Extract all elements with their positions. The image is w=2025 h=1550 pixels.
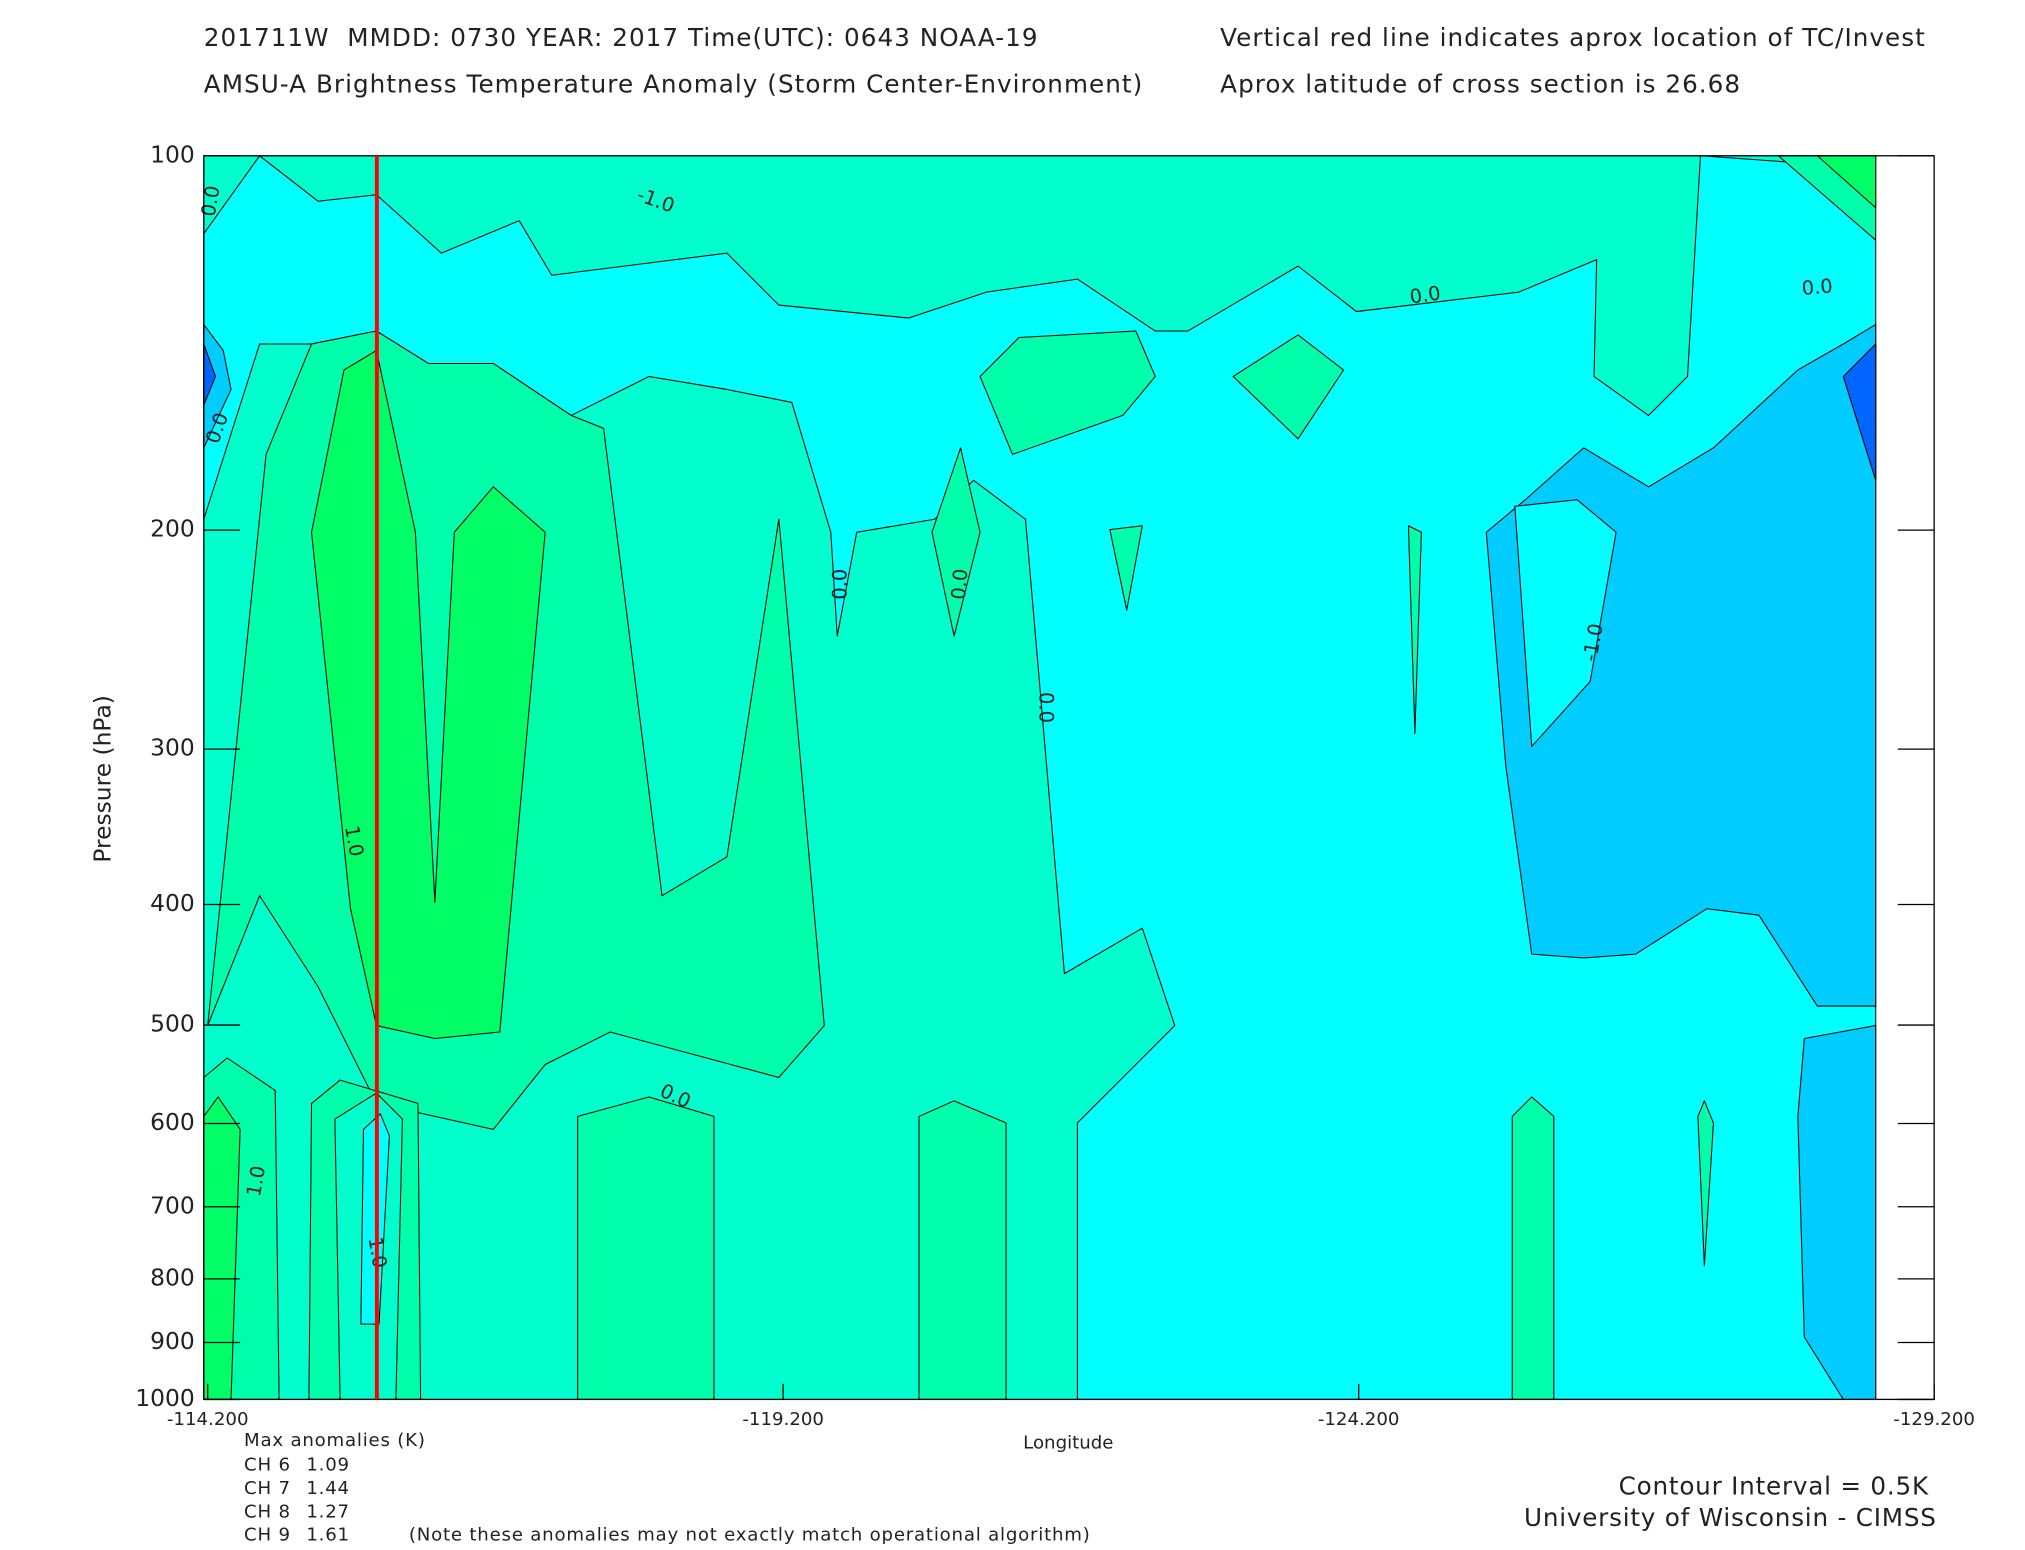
y-axis-label: Pressure (hPa) xyxy=(88,695,116,863)
axis-frame xyxy=(203,155,1935,1401)
y-tick-label: 400 xyxy=(150,889,195,917)
contour-label: 0.0 xyxy=(1034,692,1057,723)
x-tick-label: -114.200 xyxy=(167,1409,249,1430)
contour-region xyxy=(1514,499,1617,747)
contour-label: 0.0 xyxy=(1408,281,1442,308)
header-line: Vertical red line indicates aprox locati… xyxy=(1220,23,1926,52)
x-tick-label: -129.200 xyxy=(1893,1409,1975,1430)
contour-region xyxy=(1407,525,1422,734)
contour-label: 0.0 xyxy=(829,569,852,600)
plot-area: 0.00.0-1.00.00.00.00.00.0-1.01.00.01.01.… xyxy=(197,155,1877,1400)
channel-label: CH 9 xyxy=(244,1525,291,1546)
y-tick-label: 100 xyxy=(150,140,195,168)
channel-label: CH 7 xyxy=(244,1478,291,1499)
credit: University of Wisconsin - CIMSS xyxy=(1524,1503,1937,1532)
y-tick-label: 200 xyxy=(150,515,195,543)
max-anomalies-title: Max anomalies (K) xyxy=(244,1430,426,1451)
contour-region xyxy=(1232,334,1345,440)
contour-region xyxy=(1485,324,1877,1007)
y-tick-label: 700 xyxy=(150,1191,195,1219)
note: (Note these anomalies may not exactly ma… xyxy=(409,1525,1091,1546)
header-line: 201711W MMDD: 0730 YEAR: 2017 Time(UTC):… xyxy=(204,23,1039,52)
contour-region xyxy=(979,330,1156,455)
contour-label: 0.0 xyxy=(1801,274,1834,300)
channel-value: 1.44 xyxy=(306,1478,350,1499)
contour-region xyxy=(1511,1096,1555,1400)
contour-region xyxy=(1697,1100,1714,1267)
header-line: AMSU-A Brightness Temperature Anomaly (S… xyxy=(204,70,1143,99)
contour-region xyxy=(918,1100,1007,1400)
channel-value: 1.61 xyxy=(306,1525,350,1546)
y-tick-label: 1000 xyxy=(135,1384,194,1412)
contour-interval: Contour Interval = 0.5K xyxy=(1619,1472,1929,1501)
contour-region xyxy=(577,1096,715,1400)
y-tick-label: 600 xyxy=(150,1108,195,1136)
contour-region xyxy=(931,447,981,637)
contour-region xyxy=(1842,343,1877,481)
y-tick-label: 500 xyxy=(150,1010,195,1038)
y-tick-label: 900 xyxy=(150,1327,195,1355)
header-line: Aprox latitude of cross section is 26.68 xyxy=(1220,70,1741,99)
channel-value: 1.27 xyxy=(306,1501,350,1522)
x-tick-label: -119.200 xyxy=(742,1409,824,1430)
contour-region xyxy=(1109,525,1143,611)
contour-label: 0.0 xyxy=(947,568,973,601)
x-axis-label: Longitude xyxy=(1023,1433,1113,1454)
channel-label: CH 8 xyxy=(244,1501,291,1522)
channel-value: 1.09 xyxy=(306,1455,350,1476)
y-tick-label: 300 xyxy=(150,734,195,762)
contour-label: 0.0 xyxy=(197,184,225,218)
contour-label: 1.0 xyxy=(242,1164,270,1198)
y-tick-label: 800 xyxy=(150,1263,195,1291)
contour-region xyxy=(1797,1025,1877,1400)
contour-label: 1.0 xyxy=(340,824,368,858)
channel-label: CH 6 xyxy=(244,1455,291,1476)
x-tick-label: -124.200 xyxy=(1318,1409,1400,1430)
